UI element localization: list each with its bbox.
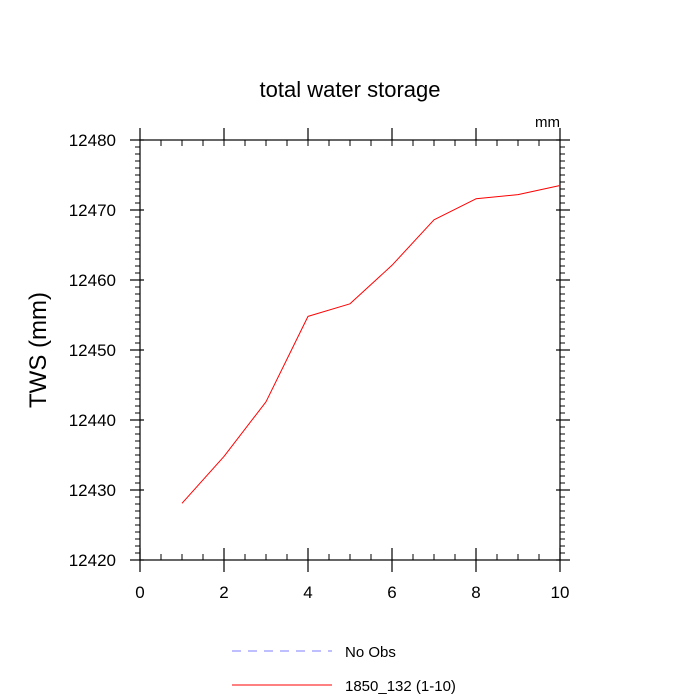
x-tick-labels: 0 2 4 6 8 10 xyxy=(135,583,569,602)
x-tick-label: 4 xyxy=(303,583,312,602)
major-ticks xyxy=(130,128,570,572)
minor-ticks xyxy=(135,139,565,561)
x-tick-label: 0 xyxy=(135,583,144,602)
plot-frame xyxy=(139,139,561,561)
y-tick-label: 12460 xyxy=(69,271,116,290)
x-tick-label: 10 xyxy=(551,583,570,602)
series-layer xyxy=(181,185,561,504)
x-tick-label: 8 xyxy=(471,583,480,602)
y-tick-label: 12480 xyxy=(69,131,116,150)
legend-label-no-obs: No Obs xyxy=(345,644,396,661)
y-tick-label: 12420 xyxy=(69,551,116,570)
y-tick-label: 12450 xyxy=(69,341,116,360)
y-axis-label: TWS (mm) xyxy=(25,292,52,408)
series-line-1850-132-1-10 xyxy=(181,185,561,504)
chart-title: total water storage xyxy=(260,77,441,102)
x-tick-label: 6 xyxy=(387,583,396,602)
y-tick-label: 12430 xyxy=(69,481,116,500)
y-tick-label: 12440 xyxy=(69,411,116,430)
y-tick-label: 12470 xyxy=(69,201,116,220)
legend: No Obs 1850_132 (1-10) xyxy=(232,644,456,695)
x-tick-label: 2 xyxy=(219,583,228,602)
y-tick-labels: 12420 12430 12440 12450 12460 12470 12480 xyxy=(69,131,116,570)
units-label: mm xyxy=(535,114,560,131)
legend-label-1850-132: 1850_132 (1-10) xyxy=(345,678,456,695)
